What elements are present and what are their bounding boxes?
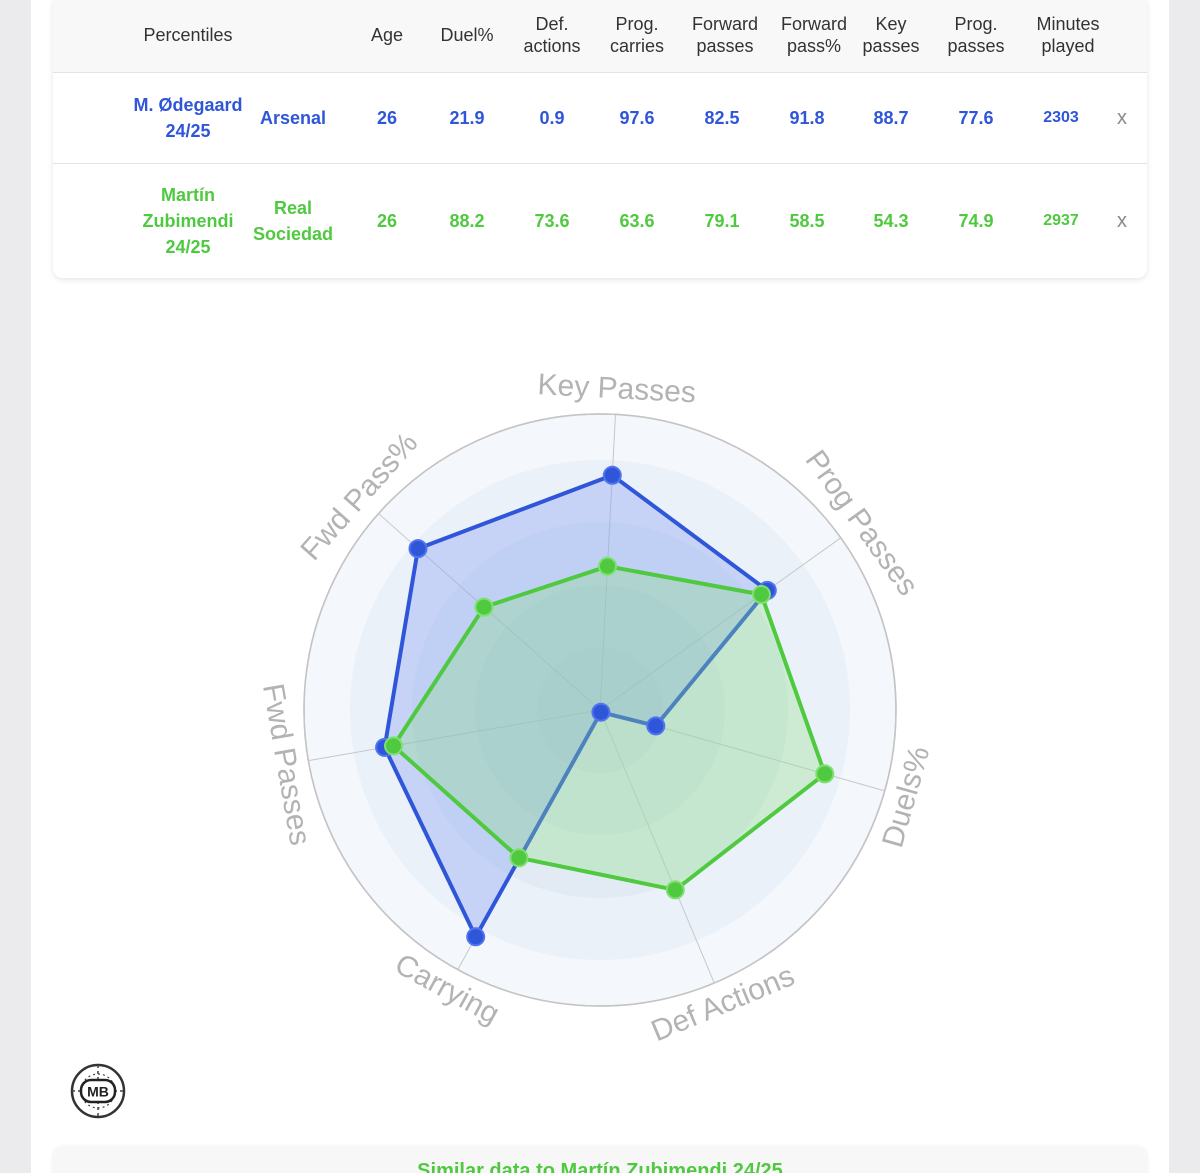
zubimendi-point: [384, 736, 403, 756]
comparison-table: Percentiles Age Duel% Def. actions Prog.…: [53, 0, 1147, 278]
radar-spoke: [599, 537, 842, 711]
forward-pass-pct-value: 91.8: [789, 108, 825, 128]
table-header: Percentiles Age Duel% Def. actions Prog.…: [53, 0, 1147, 73]
def-actions-value: 0.9: [539, 108, 565, 128]
prog-carries-value: 97.6: [619, 108, 655, 128]
odegaard-point: [646, 716, 666, 736]
prog-passes-value: 77.6: [958, 108, 994, 128]
table-row: Martín Zubimendi 24/25 Real Sociedad 26 …: [53, 164, 1147, 278]
radar-spoke: [599, 709, 715, 984]
page: Percentiles Age Duel% Def. actions Prog.…: [31, 0, 1169, 1173]
minutes-played-value: 2303: [1043, 109, 1079, 126]
zubimendi-point: [598, 556, 617, 576]
header-forward-pass-pct: Forward pass%: [780, 14, 847, 56]
duel-pct-value: 21.9: [449, 108, 485, 128]
zubimendi-point: [815, 764, 835, 784]
table-row: M. Ødegaard 24/25 Arsenal 26 21.9 0.9 97…: [53, 73, 1147, 164]
similar-title: Similar data to Martín Zubimendi 24/25: [417, 1160, 783, 1173]
age-value: 26: [376, 108, 398, 128]
header-prog-carries: Prog. carries: [609, 14, 664, 56]
header-prog-passes: Prog. passes: [947, 14, 1005, 56]
team-name: Real Sociedad: [252, 198, 334, 244]
odegaard-point: [591, 702, 611, 722]
forward-pass-pct-value: 58.5: [789, 211, 825, 231]
remove-row-button[interactable]: x: [1117, 209, 1127, 232]
forward-passes-value: 79.1: [704, 211, 740, 231]
player-name[interactable]: M. Ødegaard 24/25: [133, 95, 243, 141]
remove-row-button[interactable]: x: [1117, 106, 1127, 129]
player-name[interactable]: Martín Zubimendi 24/25: [142, 185, 234, 257]
odegaard-point: [466, 927, 486, 947]
forward-passes-value: 82.5: [704, 108, 740, 128]
odegaard-point: [602, 465, 622, 485]
axis-label: Key Passes: [537, 368, 697, 409]
key-passes-value: 54.3: [873, 211, 909, 231]
series-zubimendi-area: [391, 564, 827, 892]
zubimendi-point: [509, 848, 529, 868]
header-def-actions: Def. actions: [523, 14, 581, 56]
key-passes-value: 88.7: [873, 108, 909, 128]
logo-text: MB: [87, 1084, 109, 1100]
zubimendi-point: [751, 585, 771, 604]
header-minutes-played: Minutes played: [1036, 14, 1100, 56]
radar-outer-ring: [303, 413, 897, 1007]
prog-passes-value: 74.9: [958, 211, 994, 231]
similar-panel: Similar data to Martín Zubimendi 24/25: [53, 1146, 1147, 1173]
minutes-played-value: 2937: [1043, 212, 1079, 229]
age-value: 26: [376, 211, 398, 231]
header-age: Age: [370, 25, 404, 45]
header-duel-pct: Duel%: [440, 25, 494, 45]
def-actions-value: 73.6: [534, 211, 570, 231]
header-percentiles: Percentiles: [143, 25, 233, 45]
zubimendi-point: [665, 880, 685, 900]
header-key-passes: Key passes: [862, 14, 920, 56]
header-forward-passes: Forward passes: [691, 14, 758, 56]
prog-carries-value: 63.6: [619, 211, 655, 231]
odegaard-point: [408, 539, 428, 559]
mb-logo: MB: [70, 1063, 126, 1119]
duel-pct-value: 88.2: [449, 211, 485, 231]
team-name: Arsenal: [259, 108, 327, 128]
radar-spoke: [308, 709, 601, 762]
zubimendi-point: [474, 597, 494, 617]
